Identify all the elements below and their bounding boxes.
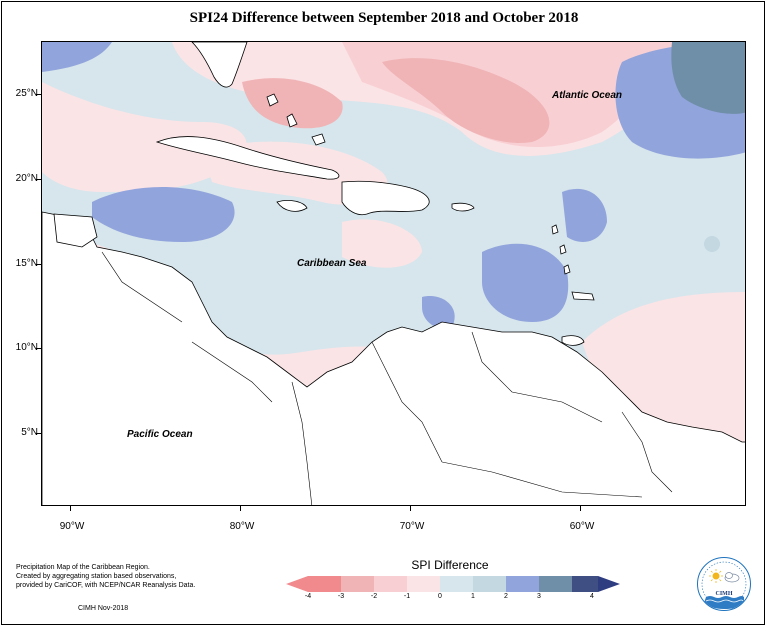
- border-6: [291, 381, 313, 505]
- lon-label-90w: 90°W: [59, 521, 85, 532]
- lon-tick-80w: [240, 506, 241, 511]
- lon-label-70w: 70°W: [399, 521, 425, 532]
- land-yucatan: [53, 213, 98, 248]
- field-rose-atlantic: [382, 58, 550, 143]
- lon-tick-70w: [410, 506, 411, 511]
- land-jamaica: [276, 200, 308, 212]
- border-7: [441, 461, 643, 498]
- note-credit: CIMH Nov-2018: [78, 605, 129, 612]
- colorbar-cap-right: [598, 576, 620, 592]
- field-blue-east: [482, 243, 569, 322]
- colorbar: [286, 576, 620, 592]
- field-blue-antilles: [562, 188, 607, 242]
- lat-label-5n: 5°N: [21, 427, 38, 438]
- colorbar-bin-7: [506, 576, 539, 592]
- lat-tick-15n: [36, 264, 41, 265]
- logo-graphic: [701, 561, 746, 609]
- border-4: [471, 331, 603, 423]
- label-pacific-ocean: Pacific Ocean: [127, 429, 193, 440]
- border-5: [621, 411, 673, 493]
- field-pink-nw: [42, 82, 247, 192]
- field-blue-nw: [42, 42, 112, 72]
- lat-label-10n: 10°N: [15, 342, 38, 353]
- land-central-south-america: [42, 211, 745, 505]
- field-light-spot: [704, 236, 720, 252]
- colorbar-tick-n2: -2: [370, 593, 378, 600]
- colorbar-bin-2: [341, 576, 374, 592]
- map-title: SPI24 Difference between September 2018 …: [189, 10, 579, 26]
- land-bahamas-3: [311, 133, 326, 146]
- colorbar-bin-1: [308, 576, 341, 592]
- land-outlines: [42, 42, 745, 505]
- legend-title: SPI Difference: [411, 558, 489, 572]
- colorbar-tick-n3: -3: [337, 593, 345, 600]
- lon-tick-60w: [580, 506, 581, 511]
- map-panel: Atlantic Ocean Caribbean Sea Pacific Oce…: [41, 41, 746, 506]
- land-antilles-1: [551, 224, 559, 235]
- lat-tick-20n: [36, 179, 41, 180]
- land-antilles-2: [559, 244, 567, 255]
- land-cuba: [155, 136, 340, 180]
- colorbar-bin-4: [407, 576, 440, 592]
- colorbar-bin-6: [473, 576, 506, 592]
- lat-tick-5n: [36, 433, 41, 434]
- colorbar-tick-3: 3: [537, 593, 541, 600]
- country-borders: [101, 251, 673, 505]
- note-line-1: Precipitation Map of the Caribbean Regio…: [16, 564, 150, 571]
- land-bahamas-1: [266, 93, 279, 107]
- land-trinidad: [561, 335, 585, 346]
- land-antilles-3: [563, 264, 571, 275]
- cimh-logo: CIMH: [697, 557, 751, 611]
- colorbar-bin-9: [572, 576, 598, 592]
- logo-text: CIMH: [715, 591, 733, 597]
- colorbar-tick-2: 2: [504, 593, 508, 600]
- lat-label-15n: 15°N: [15, 258, 38, 269]
- note-line-3: provided by CariCOF, with NCEP/NCAR Rean…: [16, 582, 196, 589]
- note-line-2: Created by aggregating station based obs…: [16, 573, 177, 580]
- label-atlantic-ocean: Atlantic Ocean: [552, 90, 623, 101]
- field-blue-west: [92, 187, 235, 242]
- land-puerto-rico: [451, 202, 475, 212]
- rain-icon: [703, 595, 744, 609]
- colorbar-tick-0: 0: [438, 593, 442, 600]
- land-hispaniola: [341, 180, 430, 216]
- lat-label-25n: 25°N: [15, 88, 38, 99]
- border-2: [191, 341, 273, 403]
- land-florida: [191, 42, 248, 88]
- colorbar-tick-4: 4: [590, 593, 594, 600]
- field-slate-northeast: [671, 42, 745, 114]
- sun-icon: [708, 568, 723, 583]
- label-caribbean-sea: Caribbean Sea: [297, 258, 367, 269]
- field-rose-bahamas: [242, 78, 343, 129]
- lon-label-60w: 60°W: [569, 521, 595, 532]
- land-bahamas-2: [286, 113, 298, 128]
- colorbar-bin-8: [539, 576, 572, 592]
- colorbar-tick-n1: -1: [403, 593, 411, 600]
- colorbar-bin-5: [440, 576, 473, 592]
- lat-tick-10n: [36, 348, 41, 349]
- lon-label-80w: 80°W: [229, 521, 255, 532]
- lon-tick-90w: [70, 506, 71, 511]
- border-1: [101, 251, 183, 323]
- lat-label-20n: 20°N: [15, 173, 38, 184]
- field-blue-venezuela: [422, 296, 455, 329]
- spi-map: [42, 42, 745, 505]
- lat-tick-25n: [36, 94, 41, 95]
- field-pink-hispaniola-south: [342, 219, 422, 268]
- colorbar-cap-left: [286, 576, 308, 592]
- colorbar-tick-1: 1: [471, 593, 475, 600]
- colorbar-bin-3: [374, 576, 407, 592]
- land-antilles-4: [571, 291, 595, 301]
- colorbar-tick-n4: -4: [304, 593, 312, 600]
- cloud-icon: [724, 571, 739, 582]
- border-3: [371, 341, 443, 463]
